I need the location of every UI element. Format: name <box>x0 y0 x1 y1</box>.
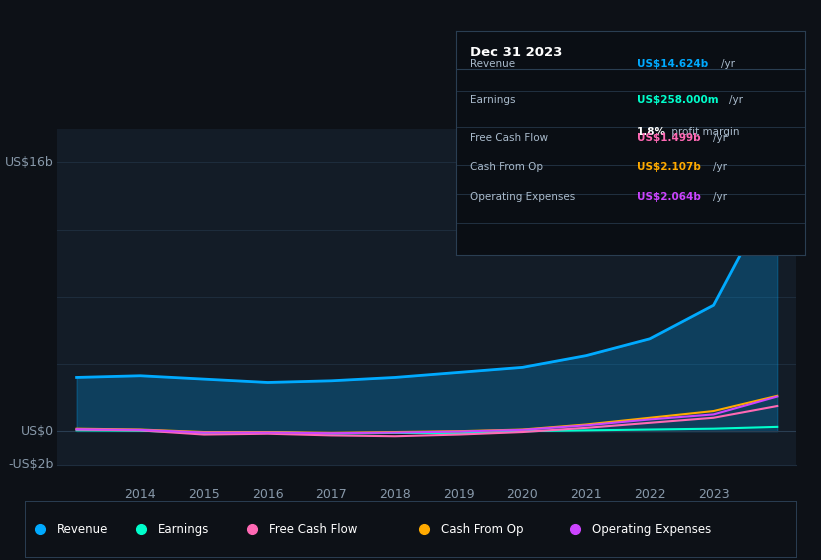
Text: 2020: 2020 <box>507 488 539 501</box>
Text: Earnings: Earnings <box>470 95 515 105</box>
Text: US$2.107b: US$2.107b <box>637 162 701 172</box>
Text: Free Cash Flow: Free Cash Flow <box>269 522 358 536</box>
Text: /yr: /yr <box>728 95 742 105</box>
Text: Cash From Op: Cash From Op <box>470 162 543 172</box>
Text: Earnings: Earnings <box>158 522 209 536</box>
Text: US$14.624b: US$14.624b <box>637 59 709 69</box>
Text: 2019: 2019 <box>443 488 475 501</box>
Text: Revenue: Revenue <box>57 522 108 536</box>
Text: /yr: /yr <box>713 162 727 172</box>
Text: 2018: 2018 <box>379 488 411 501</box>
Text: profit margin: profit margin <box>668 127 740 137</box>
Text: US$16b: US$16b <box>5 156 54 169</box>
Text: 2017: 2017 <box>315 488 347 501</box>
Text: /yr: /yr <box>721 59 735 69</box>
Text: US$258.000m: US$258.000m <box>637 95 718 105</box>
Text: US$2.064b: US$2.064b <box>637 192 701 202</box>
Text: 2021: 2021 <box>571 488 602 501</box>
Text: Operating Expenses: Operating Expenses <box>470 192 575 202</box>
Text: US$0: US$0 <box>21 424 54 438</box>
Text: Free Cash Flow: Free Cash Flow <box>470 133 548 143</box>
Text: Dec 31 2023: Dec 31 2023 <box>470 46 562 59</box>
Text: Revenue: Revenue <box>470 59 515 69</box>
Text: 2022: 2022 <box>634 488 666 501</box>
Text: -US$2b: -US$2b <box>8 458 54 472</box>
Text: 2016: 2016 <box>252 488 283 501</box>
Text: US$1.499b: US$1.499b <box>637 133 700 143</box>
Text: /yr: /yr <box>713 192 727 202</box>
Text: 2014: 2014 <box>125 488 156 501</box>
Text: 2023: 2023 <box>698 488 729 501</box>
Text: Operating Expenses: Operating Expenses <box>592 522 711 536</box>
Text: 2015: 2015 <box>188 488 220 501</box>
Text: Cash From Op: Cash From Op <box>441 522 523 536</box>
Text: 1.8%: 1.8% <box>637 127 666 137</box>
Text: /yr: /yr <box>713 133 727 143</box>
